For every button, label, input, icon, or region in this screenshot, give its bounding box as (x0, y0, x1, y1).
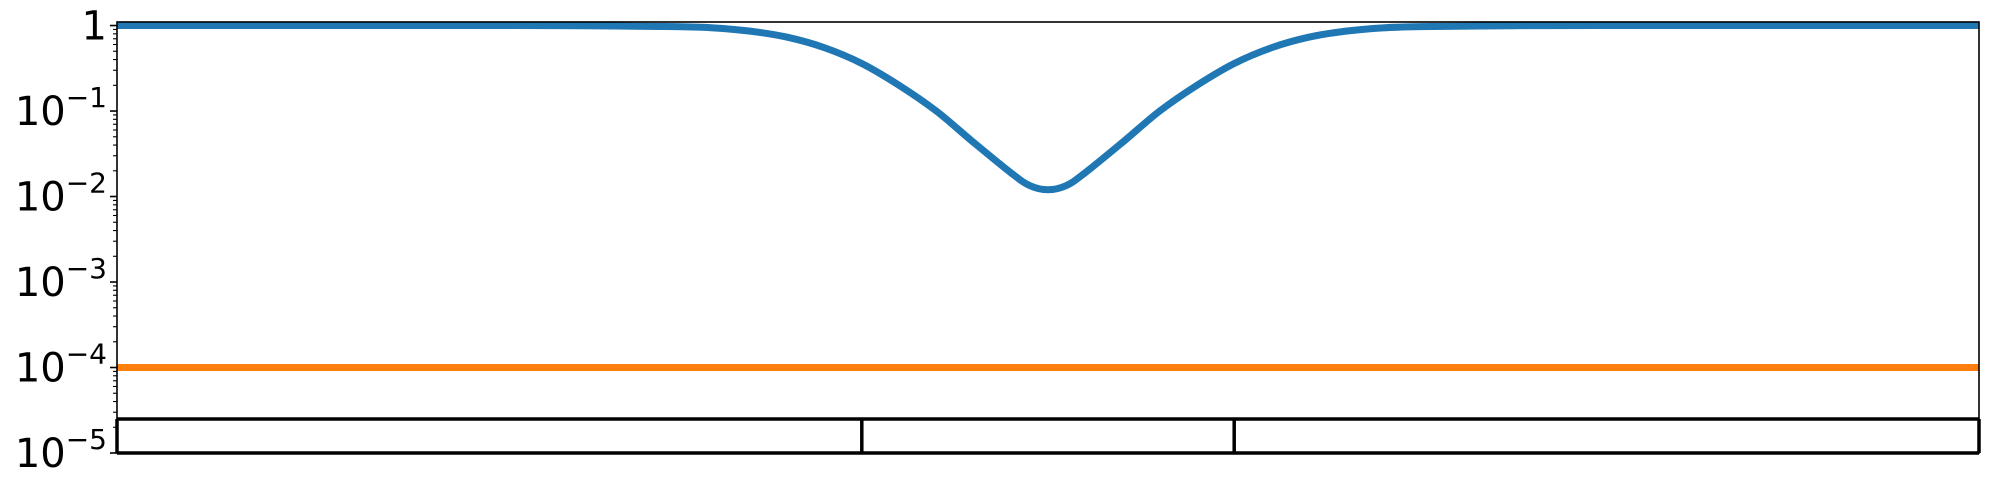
annotation-bar (115, 417, 1981, 455)
y-tick-label: 10−4 (15, 338, 107, 392)
plot-frame (116, 21, 1980, 454)
y-axis: 1 10−1 10−2 10−3 10−4 10−5 (15, 4, 117, 477)
y-tick-label: 1 (82, 4, 107, 50)
y-tick-label: 10−2 (15, 167, 107, 221)
series-layer (117, 22, 1979, 372)
y-tick-label: 10−5 (15, 423, 107, 477)
y-tick-label: 10−1 (15, 81, 107, 135)
series-line-0 (117, 22, 1979, 194)
y-tick-label: 10−3 (15, 252, 107, 306)
